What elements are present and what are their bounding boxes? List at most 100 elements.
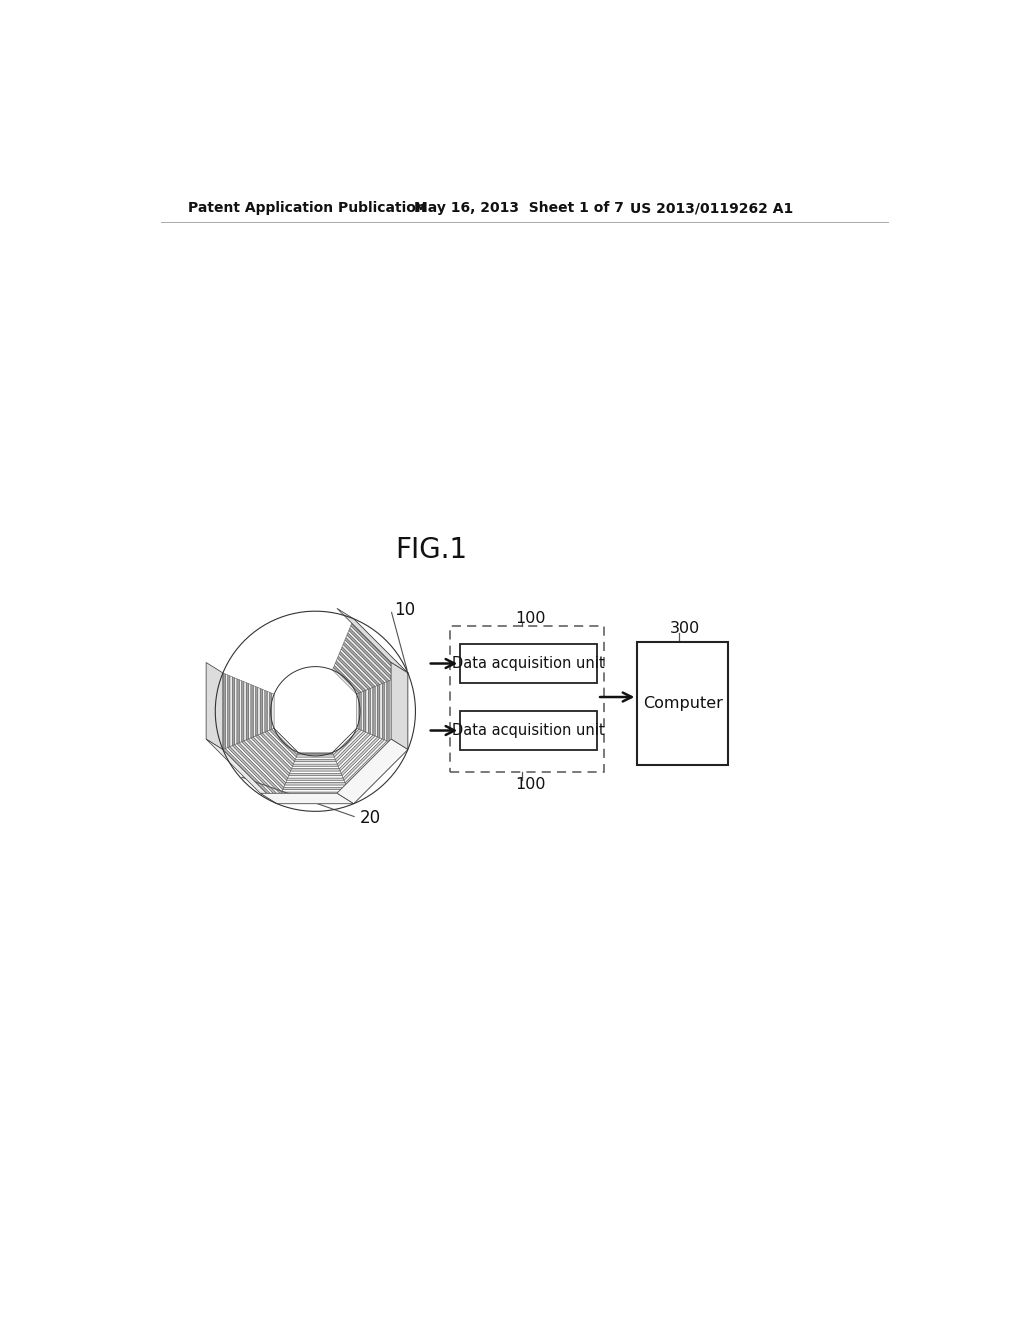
Polygon shape — [295, 759, 336, 762]
Polygon shape — [352, 748, 408, 804]
Polygon shape — [206, 663, 223, 750]
Polygon shape — [350, 746, 400, 797]
Polygon shape — [333, 668, 359, 694]
Polygon shape — [246, 739, 288, 780]
Polygon shape — [258, 688, 260, 735]
Polygon shape — [225, 747, 279, 801]
Polygon shape — [366, 689, 369, 733]
Polygon shape — [232, 744, 282, 795]
Text: Data acquisition unit: Data acquisition unit — [453, 723, 605, 738]
Polygon shape — [294, 762, 337, 764]
Polygon shape — [227, 675, 229, 747]
Polygon shape — [371, 688, 373, 735]
Polygon shape — [278, 801, 353, 804]
Polygon shape — [349, 744, 398, 795]
Bar — [451, 626, 604, 772]
Polygon shape — [342, 738, 382, 777]
Polygon shape — [391, 663, 408, 750]
Polygon shape — [206, 739, 278, 804]
Polygon shape — [389, 680, 391, 743]
Polygon shape — [265, 690, 267, 733]
Polygon shape — [284, 785, 347, 788]
Text: 10: 10 — [394, 601, 415, 619]
Polygon shape — [348, 631, 396, 678]
Polygon shape — [380, 684, 382, 739]
Polygon shape — [234, 677, 237, 744]
Polygon shape — [346, 742, 391, 788]
Polygon shape — [232, 677, 234, 746]
Polygon shape — [295, 758, 335, 759]
Polygon shape — [260, 689, 262, 734]
Polygon shape — [375, 685, 378, 737]
Polygon shape — [244, 681, 246, 741]
Polygon shape — [338, 734, 373, 768]
Text: Patent Application Publication: Patent Application Publication — [188, 202, 426, 215]
Polygon shape — [382, 682, 385, 741]
Polygon shape — [286, 780, 345, 783]
Polygon shape — [337, 609, 408, 673]
Polygon shape — [242, 681, 244, 742]
Polygon shape — [364, 690, 366, 733]
Text: US 2013/0119262 A1: US 2013/0119262 A1 — [630, 202, 793, 215]
Polygon shape — [255, 686, 258, 737]
Polygon shape — [342, 644, 382, 685]
Text: 100: 100 — [516, 611, 546, 626]
Polygon shape — [369, 689, 371, 734]
Polygon shape — [351, 747, 406, 801]
Bar — [637, 642, 728, 766]
Polygon shape — [336, 733, 369, 764]
Polygon shape — [223, 673, 225, 750]
Polygon shape — [335, 663, 364, 692]
Polygon shape — [341, 647, 380, 685]
Polygon shape — [280, 795, 351, 797]
Polygon shape — [406, 673, 408, 750]
Polygon shape — [351, 747, 403, 799]
Polygon shape — [334, 665, 361, 693]
Polygon shape — [297, 752, 334, 755]
Polygon shape — [361, 692, 364, 731]
Polygon shape — [255, 735, 292, 771]
Polygon shape — [334, 730, 361, 758]
Polygon shape — [359, 692, 361, 730]
Polygon shape — [267, 692, 269, 731]
Polygon shape — [237, 743, 284, 789]
Polygon shape — [333, 729, 359, 755]
Polygon shape — [335, 731, 366, 762]
Polygon shape — [385, 681, 387, 741]
Polygon shape — [262, 689, 265, 733]
Polygon shape — [346, 635, 391, 681]
Polygon shape — [391, 678, 394, 743]
Text: 300: 300 — [670, 620, 700, 636]
Polygon shape — [249, 738, 289, 777]
Polygon shape — [352, 619, 408, 675]
Polygon shape — [403, 675, 406, 748]
Polygon shape — [283, 788, 348, 789]
Polygon shape — [335, 730, 364, 759]
Polygon shape — [279, 797, 351, 799]
Polygon shape — [267, 730, 296, 759]
Polygon shape — [249, 684, 251, 739]
Polygon shape — [341, 737, 380, 776]
Polygon shape — [344, 640, 387, 682]
Polygon shape — [251, 737, 290, 776]
Polygon shape — [262, 733, 295, 764]
Polygon shape — [281, 792, 350, 795]
Polygon shape — [339, 735, 375, 771]
Polygon shape — [292, 767, 339, 768]
Bar — [460, 711, 597, 750]
Polygon shape — [337, 656, 371, 689]
Polygon shape — [269, 730, 297, 758]
Polygon shape — [285, 783, 346, 785]
Text: 100: 100 — [516, 777, 546, 792]
Polygon shape — [400, 675, 403, 747]
Polygon shape — [338, 653, 373, 689]
Polygon shape — [234, 743, 283, 792]
Polygon shape — [223, 748, 279, 804]
Text: Computer: Computer — [643, 696, 723, 711]
Polygon shape — [378, 685, 380, 738]
Polygon shape — [348, 743, 396, 792]
Polygon shape — [340, 649, 378, 686]
Polygon shape — [337, 733, 371, 767]
Polygon shape — [350, 626, 400, 677]
Polygon shape — [398, 676, 400, 747]
